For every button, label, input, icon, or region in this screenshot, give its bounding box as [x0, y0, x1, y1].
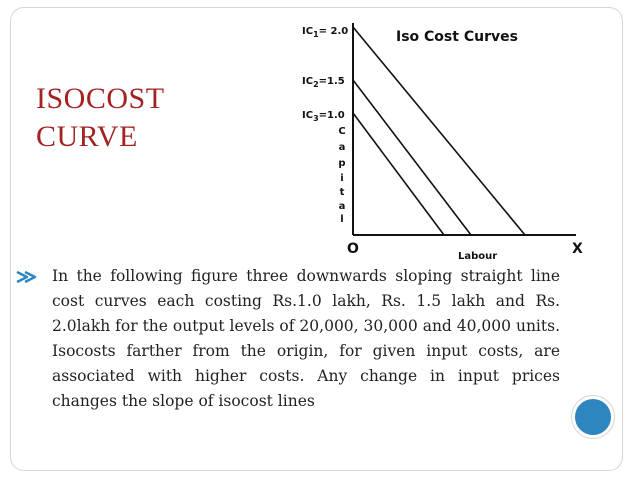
- isocost-figure: Iso Cost Curves IC1= 2.0 IC2=1.5 IC3=1.0…: [296, 18, 594, 260]
- slide-title: ISOCOST CURVE: [36, 80, 236, 156]
- x-axis-end-label: X: [572, 241, 583, 257]
- y-axis-letter: C: [338, 126, 345, 137]
- decorative-circle: [572, 396, 614, 438]
- y-axis-letter: a: [339, 142, 346, 153]
- isocost-line-ic1: [352, 26, 526, 236]
- figure-title: Iso Cost Curves: [396, 29, 518, 45]
- y-axis-letter: l: [340, 214, 343, 225]
- bullet-paragraph: In the following figure three downwards …: [52, 267, 560, 410]
- isocost-diagram: Iso Cost Curves IC1= 2.0 IC2=1.5 IC3=1.0…: [302, 23, 583, 260]
- x-axis-label: Labour: [458, 251, 497, 260]
- isocost-line-ic3: [352, 112, 445, 236]
- ic1-label: IC1= 2.0: [302, 26, 348, 39]
- slide-title-line-2: CURVE: [36, 120, 138, 153]
- y-axis-letter: p: [338, 158, 345, 169]
- isocost-line-ic2: [352, 79, 472, 236]
- ic2-label: IC2=1.5: [302, 76, 345, 89]
- y-axis-letter: t: [340, 187, 345, 198]
- slide-frame: [10, 7, 623, 471]
- y-axis-letter: i: [340, 173, 343, 184]
- y-axis-label: C a p i t a l: [338, 126, 345, 225]
- ic3-label: IC3=1.0: [302, 110, 345, 123]
- origin-label: O: [347, 241, 359, 257]
- y-axis-letter: a: [339, 201, 346, 212]
- bullet-marker-icon: [16, 270, 37, 284]
- slide-title-line-1: ISOCOST: [36, 82, 165, 115]
